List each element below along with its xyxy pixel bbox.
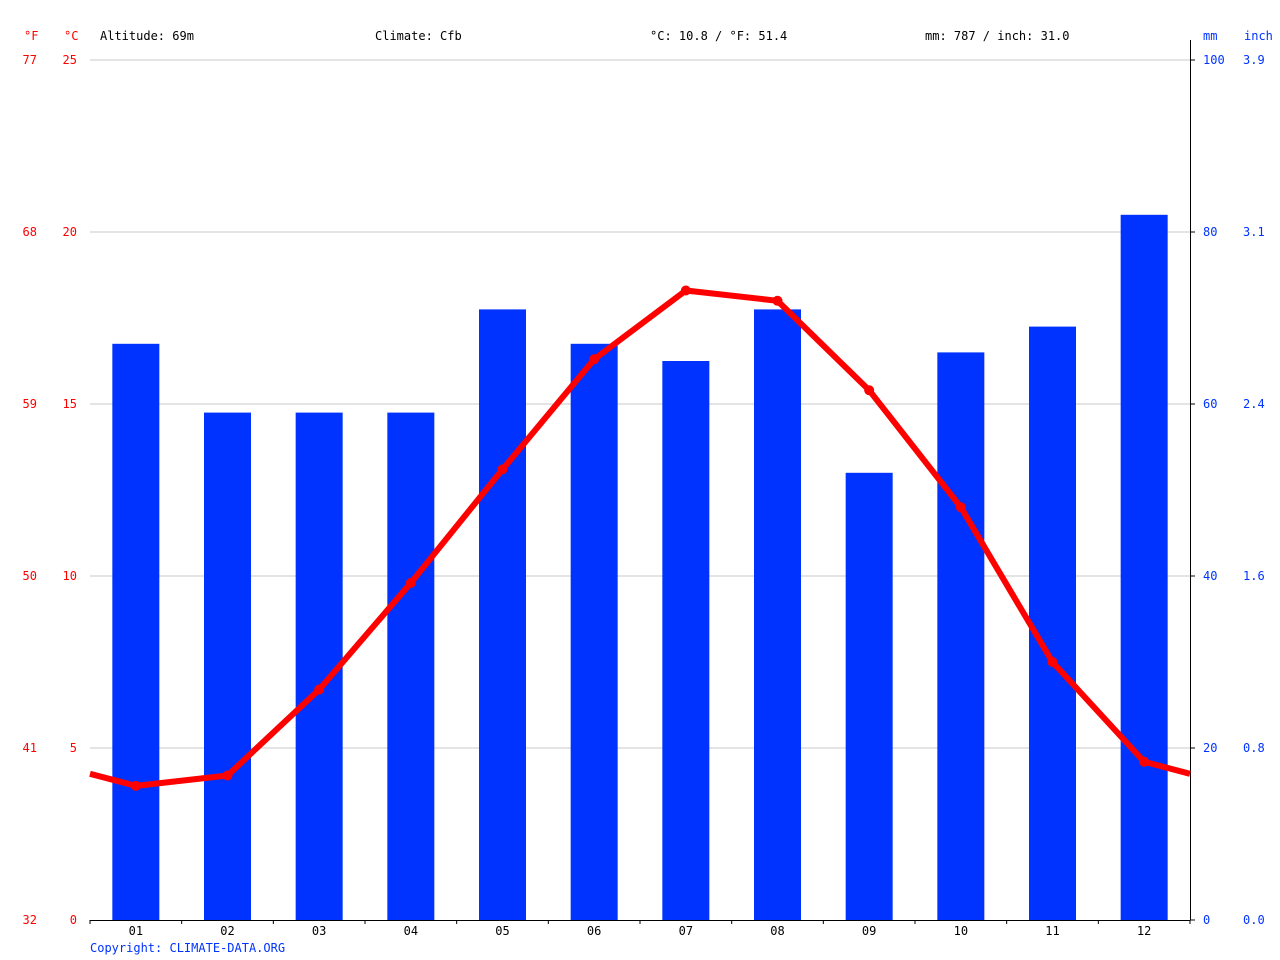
temperature-point: [222, 770, 233, 781]
mm-tick-label: 80: [1203, 225, 1218, 239]
fahrenheit-tick-label: 77: [22, 53, 37, 67]
inch-unit-label: inch: [1244, 29, 1273, 43]
gridlines: [90, 59, 1190, 749]
temperature-point: [772, 295, 783, 306]
month-tick-label: 06: [586, 924, 602, 938]
temperature-point: [955, 502, 966, 513]
temperature-point: [864, 385, 875, 396]
temperature-point: [680, 285, 691, 296]
month-tick-label: 10: [953, 924, 969, 938]
precipitation-summary: mm: 787 / inch: 31.0: [925, 29, 1070, 43]
precipitation-bar: [937, 352, 985, 920]
copyright-link[interactable]: Copyright: CLIMATE-DATA.ORG: [90, 941, 286, 955]
celsius-unit-label: °C: [64, 29, 79, 43]
inch-tick-label: 0.0: [1243, 913, 1265, 927]
mm-tick-label: 40: [1203, 569, 1218, 583]
celsius-tick-label: 25: [62, 53, 77, 67]
month-tick-label: 08: [770, 924, 785, 938]
axes: [89, 40, 1195, 924]
month-tick-label: 11: [1045, 924, 1060, 938]
inch-tick-label: 3.1: [1243, 225, 1265, 239]
temperature-point: [1047, 657, 1058, 667]
climate-label: Climate: Cfb: [375, 29, 462, 43]
inch-tick-label: 2.4: [1243, 397, 1265, 411]
fahrenheit-tick-label: 68: [22, 225, 37, 239]
precipitation-bar: [295, 412, 343, 920]
temperature-line: [89, 285, 1191, 791]
month-tick-label: 04: [403, 924, 419, 938]
month-tick-label: 01: [128, 924, 144, 938]
month-tick-label: 03: [311, 924, 327, 938]
fahrenheit-unit-label: °F: [24, 29, 39, 43]
fahrenheit-tick-label: 59: [22, 397, 37, 411]
precipitation-bar: [387, 412, 435, 920]
precipitation-bar: [570, 343, 618, 920]
precipitation-bars: [112, 214, 1168, 921]
temperature-point: [1139, 756, 1150, 767]
precipitation-bar: [204, 412, 251, 920]
temperature-series: [89, 287, 1191, 789]
precipitation-bar: [754, 309, 801, 920]
temperature-point: [314, 684, 325, 695]
month-tick-label: 09: [861, 924, 877, 938]
mm-tick-label: 20: [1203, 741, 1218, 755]
fahrenheit-tick-label: 50: [22, 569, 37, 583]
celsius-tick-label: 0: [69, 913, 77, 927]
fahrenheit-tick-label: 32: [22, 913, 37, 927]
month-tick-label: 12: [1136, 924, 1152, 938]
month-tick-label: 07: [678, 924, 694, 938]
precipitation-bar: [662, 361, 710, 920]
temperature-point: [405, 577, 416, 588]
celsius-tick-label: 15: [62, 397, 77, 411]
precipitation-bar: [1120, 214, 1168, 921]
fahrenheit-tick-label: 41: [22, 741, 37, 755]
inch-tick-label: 0.8: [1243, 741, 1265, 755]
inch-tick-label: 3.9: [1243, 53, 1265, 67]
month-tick-label: 02: [220, 924, 235, 938]
mm-tick-label: 60: [1203, 397, 1218, 411]
inch-tick-label: 1.6: [1243, 569, 1265, 583]
precipitation-bar: [845, 472, 893, 920]
mm-tick-label: 0: [1203, 913, 1211, 927]
mm-unit-label: mm: [1203, 29, 1218, 43]
temperature-point: [130, 780, 141, 791]
celsius-tick-label: 10: [62, 569, 77, 583]
celsius-tick-label: 20: [62, 225, 77, 239]
temperature-point: [497, 464, 508, 475]
precipitation-bar: [479, 309, 526, 920]
month-tick-label: 05: [495, 924, 510, 938]
precipitation-bar: [1029, 326, 1076, 921]
celsius-tick-label: 5: [69, 741, 77, 755]
mm-tick-label: 100: [1203, 53, 1225, 67]
temperature-point: [589, 354, 600, 365]
temperature-summary: °C: 10.8 / °F: 51.4: [650, 29, 788, 43]
altitude-label: Altitude: 69m: [100, 29, 194, 43]
precipitation-bar: [112, 343, 160, 920]
